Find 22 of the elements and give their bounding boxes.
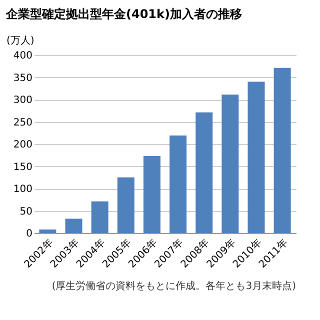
bar bbox=[143, 156, 160, 233]
y-tick-label: 50 bbox=[20, 206, 32, 218]
y-tick-label: 100 bbox=[13, 184, 32, 195]
y-axis-title: (万人) bbox=[6, 36, 34, 46]
y-tick-label: 350 bbox=[13, 72, 32, 84]
y-tick-label: 250 bbox=[13, 117, 32, 128]
bar bbox=[274, 68, 291, 233]
bar bbox=[248, 82, 265, 233]
bar bbox=[117, 177, 134, 233]
bar bbox=[196, 112, 213, 233]
bar bbox=[91, 201, 108, 233]
bar bbox=[222, 94, 239, 233]
y-tick-label: 150 bbox=[13, 162, 32, 173]
y-tick-label: 0 bbox=[26, 228, 32, 240]
bar bbox=[65, 218, 82, 233]
bar bbox=[39, 229, 56, 233]
chart-title: 企業型確定拠出型年金(401k)加入者の推移 bbox=[5, 7, 242, 21]
bar bbox=[170, 136, 187, 233]
y-tick-label: 300 bbox=[13, 95, 32, 106]
y-tick-label: 200 bbox=[13, 140, 32, 150]
y-tick-label: 400 bbox=[13, 50, 32, 62]
text: (厚生労働省の資料をもとに作成。各年とも3月末時点) bbox=[52, 280, 296, 292]
